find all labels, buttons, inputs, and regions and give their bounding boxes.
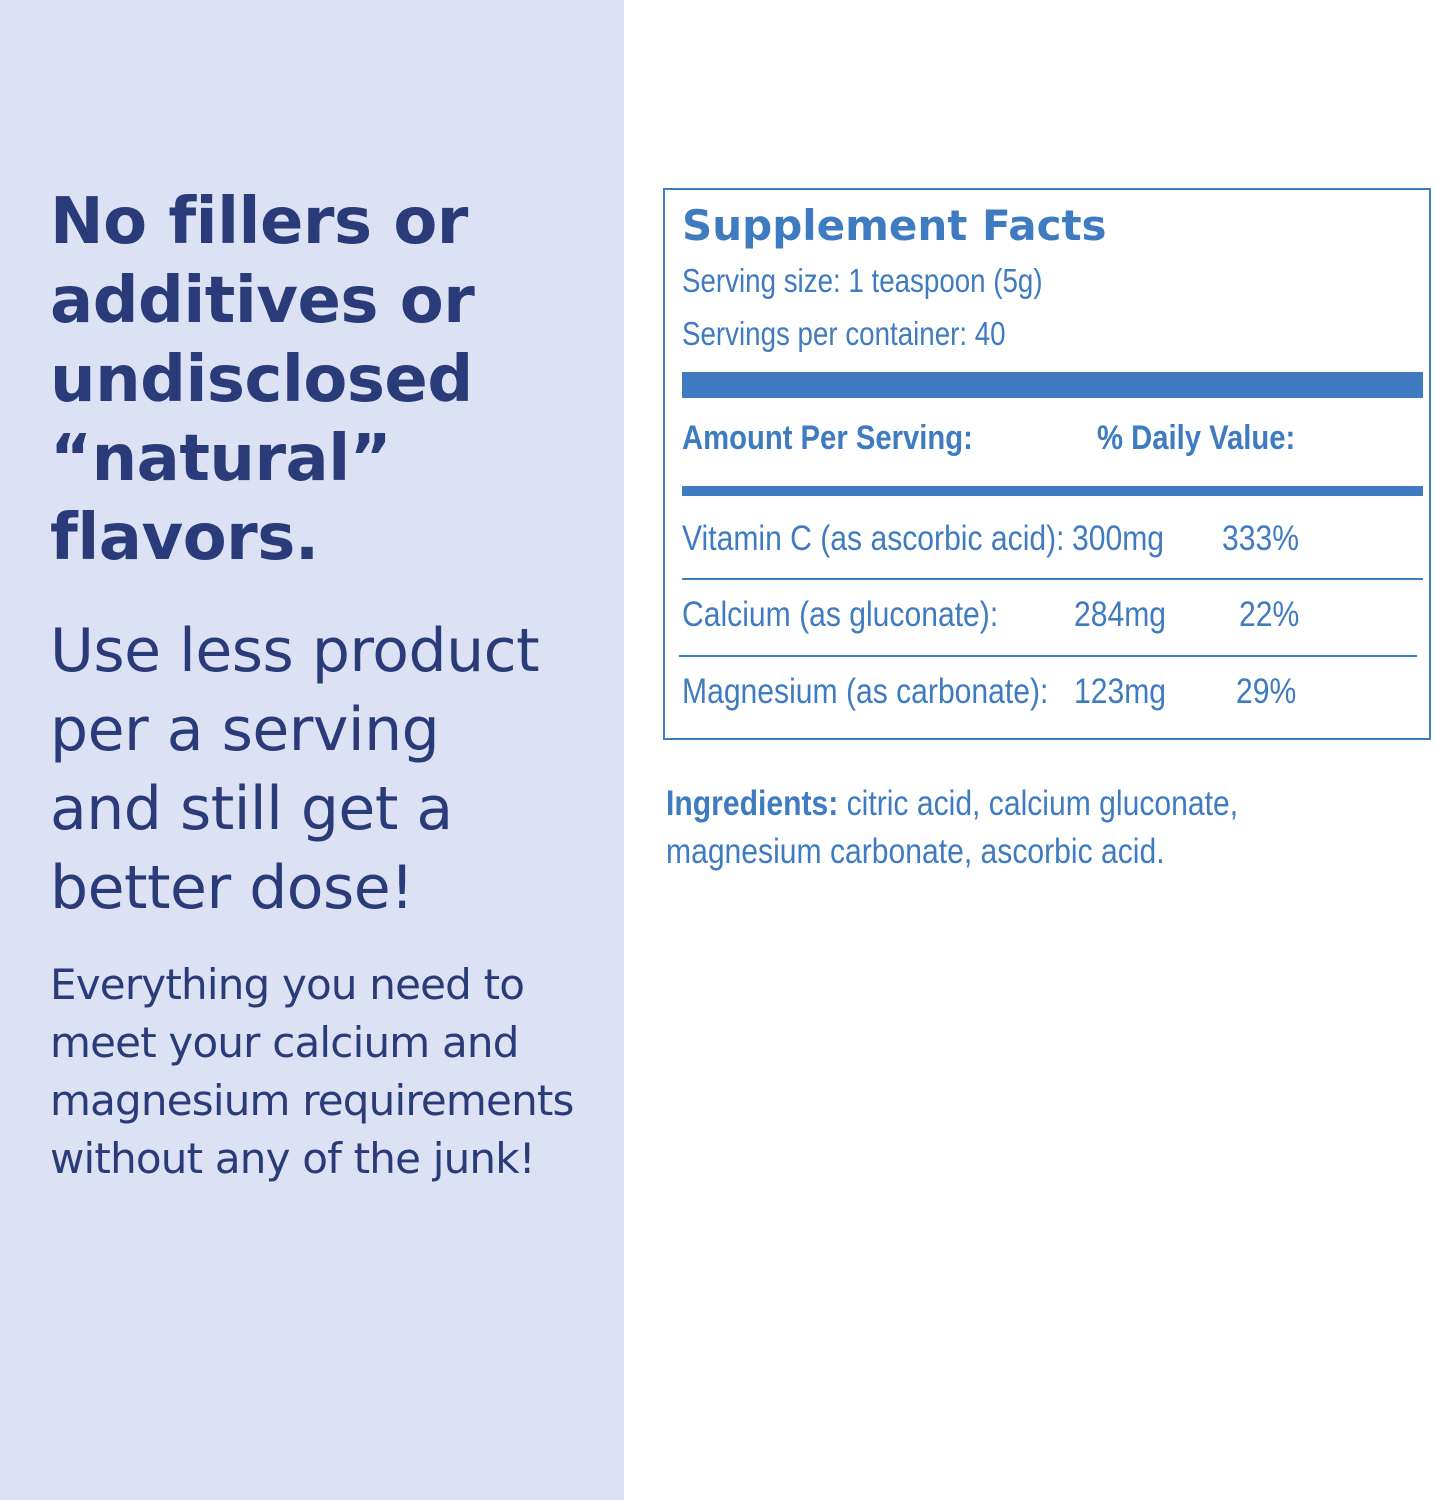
- amount-per-serving-header: Amount Per Serving:: [682, 419, 973, 457]
- servings-per-container: Servings per container: 40: [682, 315, 1006, 352]
- header-divider: [682, 486, 1423, 496]
- thick-divider: [682, 372, 1423, 398]
- nutrient-name: Vitamin C (as ascorbic acid):: [682, 519, 1065, 558]
- nutrient-daily-value: 29%: [1236, 672, 1297, 711]
- headline-line: “natural”: [50, 422, 392, 496]
- nutrient-row-vitamin-c: Vitamin C (as ascorbic acid): 300mg 333%: [682, 516, 1423, 562]
- nutrient-amount: 123mg: [1074, 672, 1167, 711]
- body-copy-line: without any of the junk!: [50, 1134, 536, 1183]
- serving-size: Serving size: 1 teaspoon (5g): [682, 262, 1043, 299]
- headline: No fillers or additives or undisclosed “…: [50, 183, 610, 578]
- headline-line: additives or: [50, 264, 475, 338]
- left-panel: No fillers or additives or undisclosed “…: [0, 0, 624, 1500]
- nutrient-name: Calcium (as gluconate):: [682, 595, 999, 634]
- headline-line: undisclosed: [50, 343, 473, 417]
- subheadline-line: per a serving: [50, 695, 440, 765]
- row-divider: [679, 655, 1417, 657]
- nutrient-amount: 284mg: [1074, 595, 1167, 634]
- supplement-facts-panel: Supplement Facts Serving size: 1 teaspoo…: [663, 188, 1431, 740]
- daily-value-header: % Daily Value:: [1097, 419, 1296, 457]
- subheadline: Use less product per a serving and still…: [50, 612, 610, 928]
- row-divider: [682, 578, 1423, 580]
- body-copy-line: Everything you need to: [50, 960, 525, 1009]
- nutrient-daily-value: 333%: [1222, 519, 1299, 558]
- ingredients-line: magnesium carbonate, ascorbic acid.: [666, 832, 1165, 871]
- body-copy-line: meet your calcium and: [50, 1018, 519, 1067]
- headline-line: No fillers or: [50, 185, 468, 259]
- body-copy-line: magnesium requirements: [50, 1076, 574, 1125]
- ingredients-label: Ingredients:: [666, 784, 839, 823]
- nutrient-row-magnesium: Magnesium (as carbonate): 123mg 29%: [682, 669, 1423, 715]
- supplement-facts-title: Supplement Facts: [682, 201, 1107, 250]
- subheadline-line: better dose!: [50, 853, 414, 923]
- subheadline-line: Use less product: [50, 616, 540, 686]
- ingredients-text: citric acid, calcium gluconate,: [838, 784, 1239, 823]
- subheadline-line: and still get a: [50, 774, 453, 844]
- nutrient-amount: 300mg: [1072, 519, 1165, 558]
- ingredients-list: Ingredients: citric acid, calcium glucon…: [666, 780, 1426, 876]
- body-copy: Everything you need to meet your calcium…: [50, 956, 615, 1188]
- nutrient-row-calcium: Calcium (as gluconate): 284mg 22%: [682, 592, 1423, 638]
- ingredients-line: Ingredients: citric acid, calcium glucon…: [666, 780, 1320, 828]
- nutrient-daily-value: 22%: [1239, 595, 1300, 634]
- nutrient-name: Magnesium (as carbonate):: [682, 672, 1049, 711]
- headline-line: flavors.: [50, 501, 319, 575]
